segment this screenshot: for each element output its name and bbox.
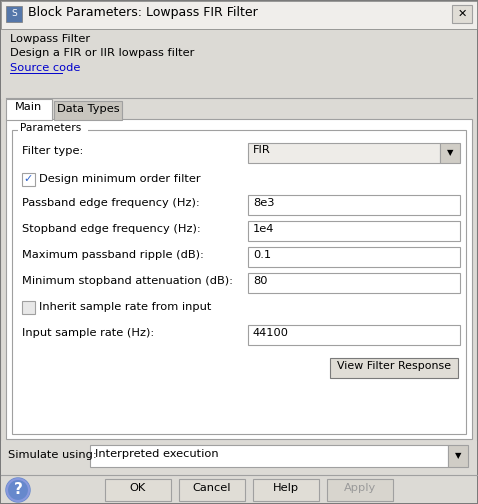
Bar [1,441,477,475]
Bar [1,29,477,99]
Text: Block Parameters: Lowpass FIR Filter: Block Parameters: Lowpass FIR Filter [28,6,258,19]
Bar [452,5,472,23]
Text: OK: OK [130,483,146,493]
Text: Design minimum order filter: Design minimum order filter [39,174,201,184]
Text: View Filter Response: View Filter Response [337,361,451,371]
Bar [6,119,472,439]
Text: Minimum stopband attenuation (dB):: Minimum stopband attenuation (dB): [22,276,233,286]
Text: ✕: ✕ [457,9,467,19]
Text: Input sample rate (Hz):: Input sample rate (Hz): [22,328,154,338]
Bar [1,1,477,29]
Text: Passband edge frequency (Hz):: Passband edge frequency (Hz): [22,198,200,208]
Bar [105,479,171,501]
Text: Help: Help [273,483,299,493]
Text: Lowpass Filter: Lowpass Filter [10,34,90,44]
Bar [22,301,35,314]
Text: ?: ? [13,482,22,497]
Text: Maximum passband ripple (dB):: Maximum passband ripple (dB): [22,250,204,260]
Text: Simulate using:: Simulate using: [8,450,97,460]
Bar [248,273,460,293]
Text: Cancel: Cancel [193,483,231,493]
Text: ▼: ▼ [455,452,461,461]
Bar [248,143,440,163]
Bar [18,124,88,136]
Text: 1e4: 1e4 [253,224,274,234]
Bar [22,173,35,186]
Bar [248,247,460,267]
Bar [448,445,468,467]
Bar [12,130,466,434]
Text: Data Types: Data Types [57,104,120,114]
Text: Interpreted execution: Interpreted execution [95,449,218,459]
Text: 8e3: 8e3 [253,198,274,208]
Text: ✓: ✓ [23,174,33,184]
Bar [330,358,458,378]
Text: Apply: Apply [344,483,376,493]
Bar [248,195,460,215]
Text: Filter type:: Filter type: [22,146,83,156]
Text: Parameters: Parameters [20,123,81,133]
Bar [6,6,22,22]
Text: 80: 80 [253,276,268,286]
Bar [1,477,477,503]
Text: ▼: ▼ [447,149,453,157]
Bar [248,221,460,241]
Text: Source code: Source code [10,63,80,73]
Circle shape [6,478,30,502]
Text: Design a FIR or IIR lowpass filter: Design a FIR or IIR lowpass filter [10,48,195,58]
Text: Stopband edge frequency (Hz):: Stopband edge frequency (Hz): [22,224,201,234]
Bar [6,99,52,120]
Text: Main: Main [15,102,43,112]
Text: 0.1: 0.1 [253,250,271,260]
Bar [90,445,448,467]
Bar [327,479,393,501]
Bar [54,101,122,120]
Text: S: S [11,10,17,19]
Bar [253,479,319,501]
Text: Inherit sample rate from input: Inherit sample rate from input [39,302,211,312]
Bar [179,479,245,501]
Bar [248,325,460,345]
Text: FIR: FIR [253,145,271,155]
Bar [440,143,460,163]
Text: 44100: 44100 [253,328,289,338]
